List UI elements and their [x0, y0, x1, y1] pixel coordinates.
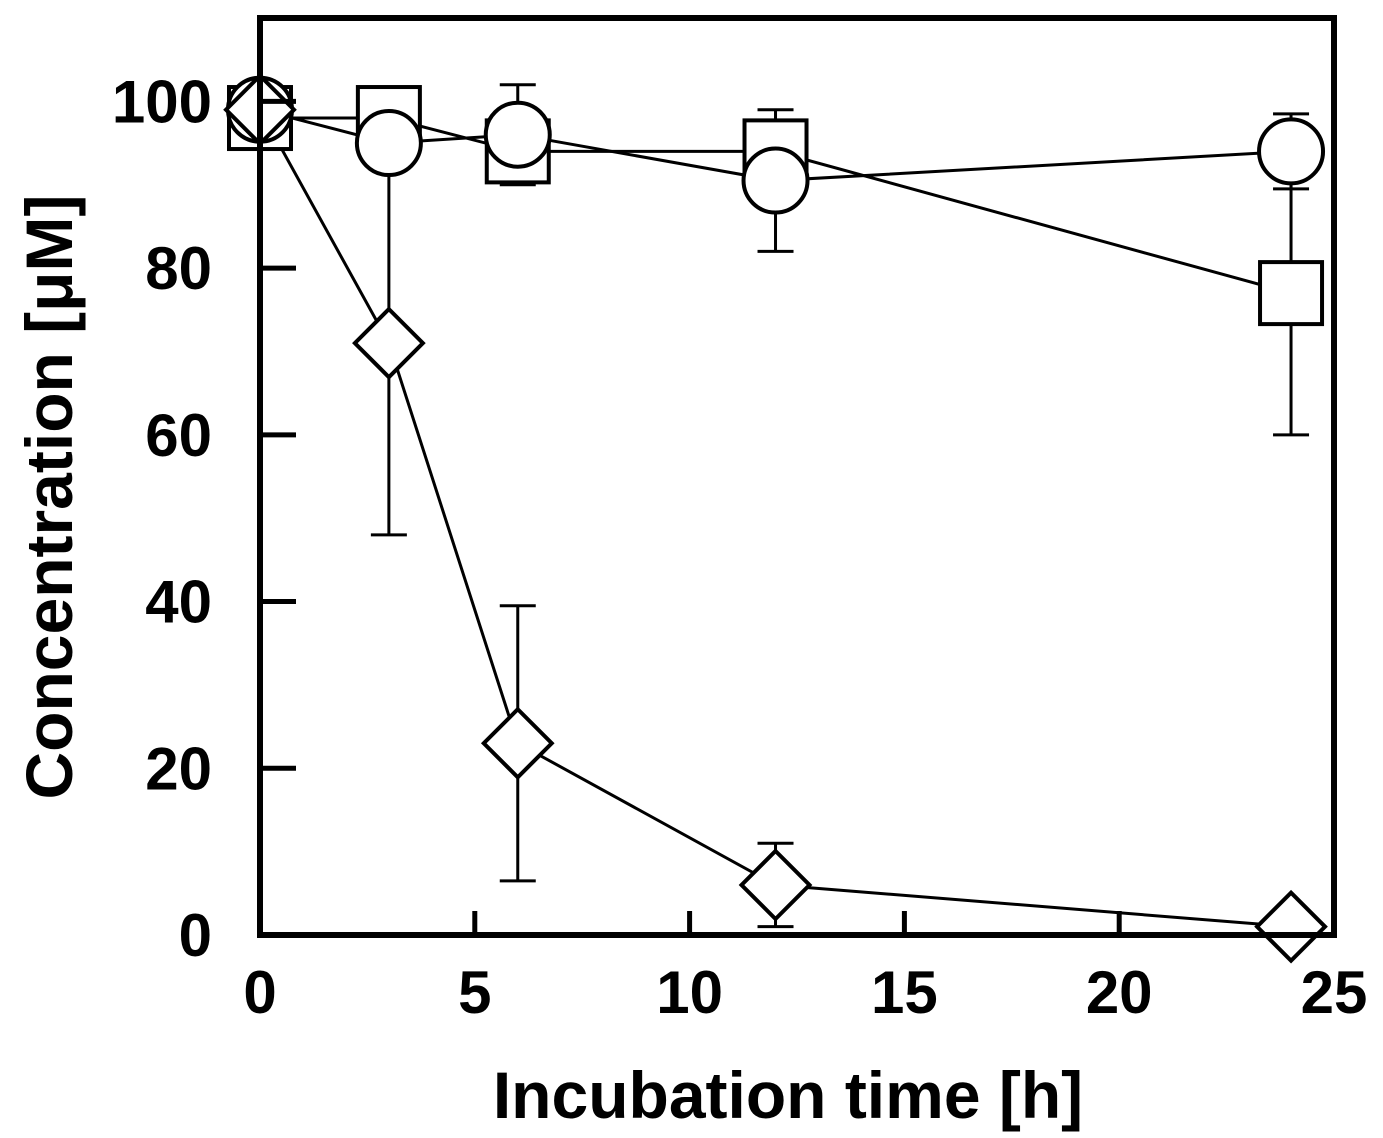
- y-tick-label: 0: [179, 902, 212, 969]
- y-tick-label: 80: [145, 235, 212, 302]
- x-tick-label: 5: [458, 959, 491, 1026]
- circle-marker: [354, 109, 423, 178]
- markers: [223, 72, 1328, 964]
- circle-marker: [483, 100, 552, 169]
- x-tick-label: 20: [1086, 959, 1153, 1026]
- x-tick-label: 0: [243, 959, 276, 1026]
- x-tick-label: 10: [656, 959, 723, 1026]
- x-axis-title: Incubation time [h]: [493, 1058, 1083, 1132]
- circle-marker: [741, 146, 810, 215]
- x-tick-label: 25: [1301, 959, 1368, 1026]
- y-axis-title: Concentration [μM]: [12, 195, 86, 800]
- y-tick-label: 60: [145, 402, 212, 469]
- diamond-marker: [352, 306, 426, 380]
- plot-frame: [257, 15, 1337, 938]
- diamond-marker: [1254, 889, 1328, 964]
- y-tick-label: 20: [145, 735, 212, 802]
- circle-marker: [1257, 117, 1326, 186]
- diamond-marker: [480, 706, 555, 781]
- error-bars: [370, 83, 1310, 929]
- axis-ticks: 0 5 10 15 20 25 0 20 40 60 80 100: [112, 68, 1367, 1026]
- diamond-marker: [738, 848, 813, 922]
- y-tick-label: 40: [145, 569, 212, 636]
- y-tick-label: 100: [112, 68, 212, 135]
- square-marker: [1258, 260, 1325, 327]
- x-tick-label: 15: [871, 959, 938, 1026]
